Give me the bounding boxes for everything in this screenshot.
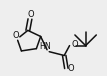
Text: O: O [12, 31, 19, 40]
Text: HN: HN [40, 42, 51, 51]
Text: O: O [27, 10, 34, 19]
Text: O: O [71, 40, 78, 49]
Text: O: O [67, 64, 74, 73]
